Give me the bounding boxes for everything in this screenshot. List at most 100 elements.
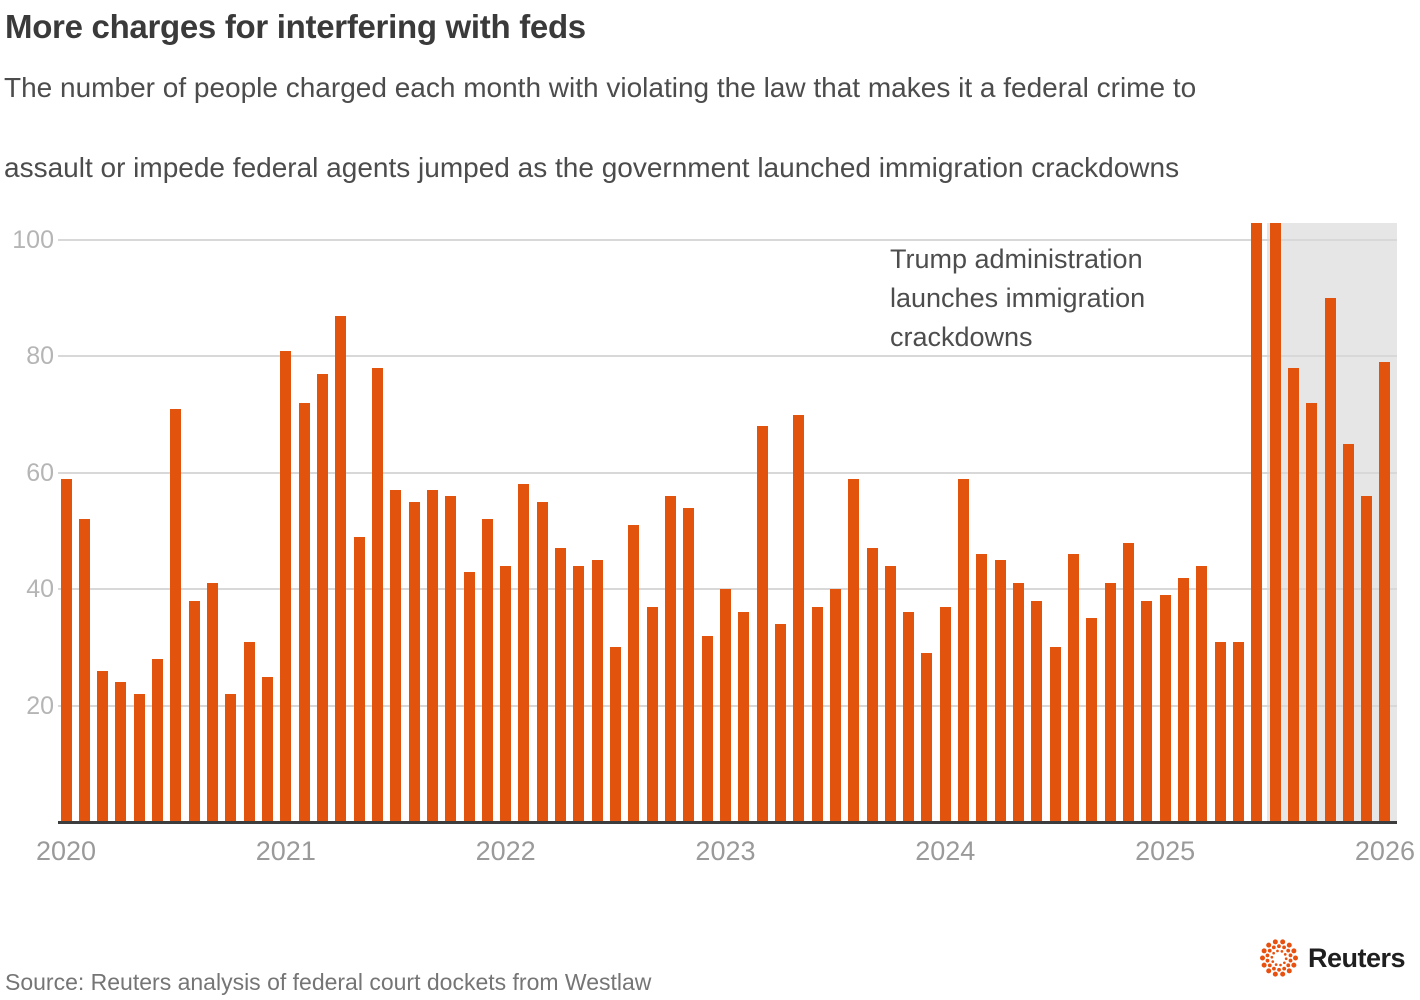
- bar: [1306, 402, 1318, 822]
- bar: [1214, 641, 1226, 822]
- bar: [390, 490, 402, 822]
- bar: [1379, 362, 1391, 822]
- bar: [683, 507, 695, 822]
- y-axis-tick-label: 100: [12, 226, 54, 254]
- bar: [426, 490, 438, 822]
- bar: [78, 519, 90, 822]
- bar: [445, 496, 457, 822]
- bar: [1141, 600, 1153, 822]
- reuters-logo: Reuters: [1258, 936, 1406, 980]
- bar: [591, 560, 603, 822]
- bar: [225, 693, 237, 822]
- bar: [848, 478, 860, 822]
- bar: [500, 565, 512, 822]
- bar: [1123, 542, 1134, 822]
- x-axis-year-label: 2023: [695, 836, 756, 866]
- chart-annotation: Trump administration launches immigratio…: [890, 240, 1145, 357]
- bar: [1361, 496, 1373, 822]
- y-axis-tick-label: 60: [26, 458, 54, 487]
- bar: [97, 670, 109, 822]
- bar: [262, 676, 273, 822]
- bar: [536, 501, 548, 822]
- bar: [1031, 600, 1043, 822]
- bar: [811, 606, 823, 822]
- bar: [298, 402, 310, 822]
- gridline: [58, 239, 1397, 241]
- bar: [152, 659, 164, 822]
- y-axis-tick-label: 40: [26, 575, 54, 604]
- x-axis-year-label: 2022: [475, 836, 536, 866]
- bar: [555, 548, 567, 822]
- page-title: More charges for interfering with feds: [5, 8, 586, 45]
- x-axis-year-label: 2021: [255, 836, 316, 866]
- gridline: [58, 471, 1397, 474]
- y-axis-tick-label: 20: [26, 691, 54, 720]
- bar: [1068, 554, 1080, 822]
- bar: [188, 600, 200, 822]
- bar: [921, 653, 933, 822]
- bar: [1232, 641, 1244, 822]
- bar: [133, 693, 145, 822]
- bar: [903, 612, 915, 822]
- bar: [1177, 577, 1189, 822]
- bar: [408, 501, 420, 822]
- bar: [793, 414, 805, 822]
- bar: [646, 606, 658, 822]
- chart-subtitle: The number of people charged each month …: [4, 68, 1196, 188]
- bar: [335, 315, 347, 822]
- bar: [518, 484, 530, 822]
- bar: [1269, 222, 1281, 822]
- bar: [939, 606, 951, 822]
- reuters-logo-text: Reuters: [1308, 942, 1406, 973]
- bar: [463, 571, 475, 822]
- bar: [701, 635, 713, 822]
- bar: [1324, 298, 1336, 822]
- bar: [958, 478, 970, 822]
- reuters-dotted-circle-icon: [1260, 939, 1298, 977]
- bar: [884, 565, 896, 822]
- bar: [316, 373, 328, 822]
- bar: [115, 682, 127, 822]
- bar: [353, 536, 365, 822]
- bar: [994, 560, 1006, 822]
- bar: [738, 612, 750, 822]
- annotation-line-3: crackdowns: [890, 322, 1033, 352]
- bar: [628, 525, 640, 822]
- x-axis-year-label: 2024: [915, 836, 976, 866]
- bar: [610, 647, 622, 822]
- bar: [60, 478, 72, 822]
- bar: [866, 548, 878, 822]
- bar: [1104, 583, 1116, 822]
- bar: [573, 565, 585, 822]
- bar: [719, 589, 731, 822]
- bar: [243, 641, 255, 822]
- bar: [1196, 565, 1208, 822]
- bar: [829, 589, 841, 822]
- gridline: [58, 355, 1397, 358]
- x-axis-year-label: 2020: [35, 836, 97, 866]
- bar: [665, 496, 677, 822]
- bar: [756, 426, 768, 822]
- bar: [207, 583, 219, 822]
- bar: [170, 408, 182, 822]
- bar: [1049, 647, 1061, 822]
- annotation-line-2: launches immigration: [890, 283, 1146, 313]
- bar: [1086, 618, 1098, 822]
- bar: [371, 368, 383, 822]
- bar: [1342, 443, 1354, 822]
- x-axis-year-label: 2026: [1354, 836, 1415, 866]
- bar: [1251, 222, 1263, 822]
- bar: [481, 519, 493, 822]
- source-note: Source: Reuters analysis of federal cour…: [5, 969, 652, 995]
- bar: [1287, 368, 1299, 822]
- bar: [976, 554, 988, 822]
- x-axis-year-label: 2025: [1135, 836, 1196, 866]
- annotation-line-1: Trump administration: [890, 244, 1143, 274]
- bar: [774, 624, 786, 822]
- x-axis-line: [58, 821, 1397, 824]
- bar: [1013, 583, 1025, 822]
- bar: [1159, 595, 1171, 822]
- subtitle-line-2: assault or impede federal agents jumped …: [4, 152, 1180, 183]
